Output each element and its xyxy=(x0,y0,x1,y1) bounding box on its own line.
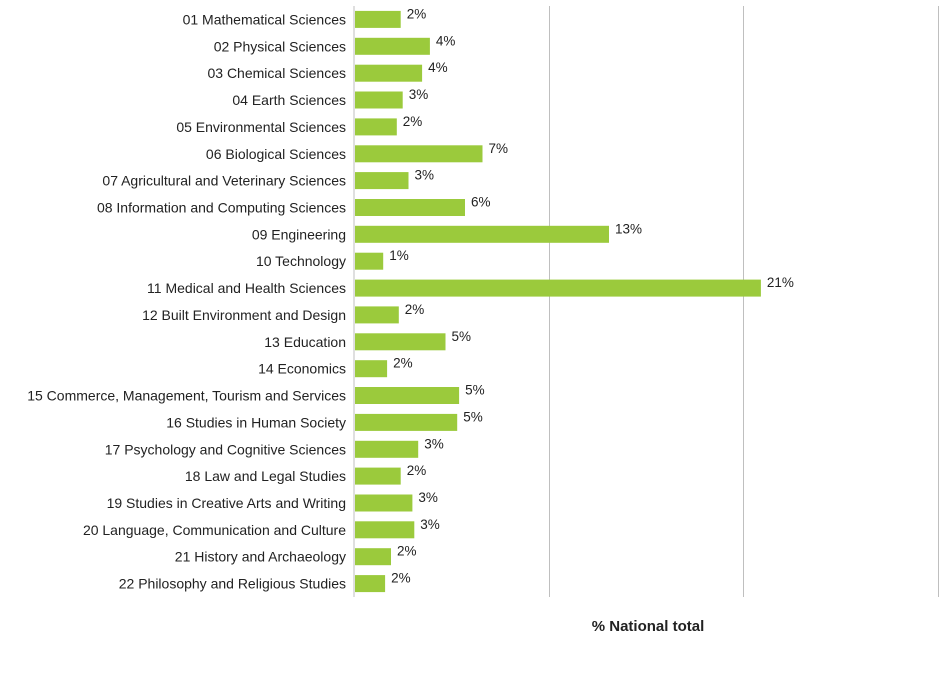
category-label-1: 01 Mathematical Sciences xyxy=(183,11,346,27)
value-label-15: 5% xyxy=(465,383,485,398)
category-label-6: 06 Biological Sciences xyxy=(206,146,346,162)
value-label-13: 5% xyxy=(452,329,472,344)
value-label-20: 3% xyxy=(420,517,440,532)
category-label-22: 22 Philosophy and Religious Studies xyxy=(119,576,346,592)
category-labels: 01 Mathematical Sciences 02 Physical Scie… xyxy=(27,11,346,591)
value-label-16: 5% xyxy=(463,409,483,424)
value-label-2: 4% xyxy=(436,33,456,48)
bar-10 xyxy=(355,252,384,270)
value-label-22: 2% xyxy=(391,571,411,586)
bar-15 xyxy=(355,387,460,404)
bar-5 xyxy=(355,118,397,136)
bar-16 xyxy=(355,413,458,431)
value-label-11: 21% xyxy=(767,275,794,290)
category-label-11: 11 Medical and Health Sciences xyxy=(147,280,346,296)
category-label-16: 16 Studies in Human Society xyxy=(166,414,346,430)
category-label-9: 09 Engineering xyxy=(252,226,346,242)
bar-11 xyxy=(355,279,761,297)
bar-12 xyxy=(355,306,399,324)
value-label-5: 2% xyxy=(403,114,423,129)
category-label-21: 21 History and Archaeology xyxy=(175,549,346,565)
value-label-21: 2% xyxy=(397,544,417,559)
bar-14 xyxy=(355,360,388,378)
x-axis-title: % National total xyxy=(592,618,705,635)
value-labels: 2%4%4%3%2%7%3%6%13%1%21%2%5%2%5%5%3%2%3%… xyxy=(389,6,794,585)
bar-8 xyxy=(355,199,465,216)
value-label-7: 3% xyxy=(415,168,435,183)
bar-19 xyxy=(355,494,413,512)
category-label-12: 12 Built Environment and Design xyxy=(142,307,346,323)
bar-21 xyxy=(355,548,391,566)
value-label-14: 2% xyxy=(393,356,413,371)
bar-3 xyxy=(355,64,423,82)
value-label-10: 1% xyxy=(389,248,409,263)
bar-18 xyxy=(355,467,401,485)
category-label-5: 05 Environmental Sciences xyxy=(176,119,346,135)
category-label-8: 08 Information and Computing Sciences xyxy=(97,200,346,216)
bars xyxy=(355,10,761,593)
category-label-17: 17 Psychology and Cognitive Sciences xyxy=(105,441,346,457)
value-label-4: 3% xyxy=(409,87,429,102)
bar-4 xyxy=(355,91,403,109)
category-label-7: 07 Agricultural and Veterinary Sciences xyxy=(102,173,346,189)
category-label-3: 03 Chemical Sciences xyxy=(207,65,346,81)
bar-7 xyxy=(355,172,409,190)
bar-6 xyxy=(355,145,483,163)
value-label-1: 2% xyxy=(407,6,427,21)
value-label-19: 3% xyxy=(418,490,438,505)
bar-9 xyxy=(355,225,609,243)
category-label-15: 15 Commerce, Management, Tourism and Ser… xyxy=(27,388,346,404)
bar-17 xyxy=(355,440,419,458)
value-label-12: 2% xyxy=(405,302,425,317)
category-label-2: 02 Physical Sciences xyxy=(214,38,346,54)
bar-13 xyxy=(355,333,446,351)
value-label-6: 7% xyxy=(489,141,509,156)
category-label-18: 18 Law and Legal Studies xyxy=(185,468,346,484)
value-label-9: 13% xyxy=(615,221,642,236)
category-label-13: 13 Education xyxy=(264,334,346,350)
bar-20 xyxy=(355,521,415,539)
category-label-19: 19 Studies in Creative Arts and Writing xyxy=(107,495,346,511)
value-label-17: 3% xyxy=(424,436,444,451)
category-label-20: 20 Language, Communication and Culture xyxy=(83,522,346,538)
value-label-18: 2% xyxy=(407,463,427,478)
gridlines xyxy=(549,6,939,597)
category-label-10: 10 Technology xyxy=(256,253,346,269)
value-label-8: 6% xyxy=(471,195,491,210)
bar-22 xyxy=(355,575,386,593)
bar-2 xyxy=(355,37,430,55)
value-label-3: 4% xyxy=(428,60,448,75)
category-label-14: 14 Economics xyxy=(258,361,346,377)
category-label-4: 04 Earth Sciences xyxy=(232,92,346,108)
bar-1 xyxy=(355,10,401,28)
